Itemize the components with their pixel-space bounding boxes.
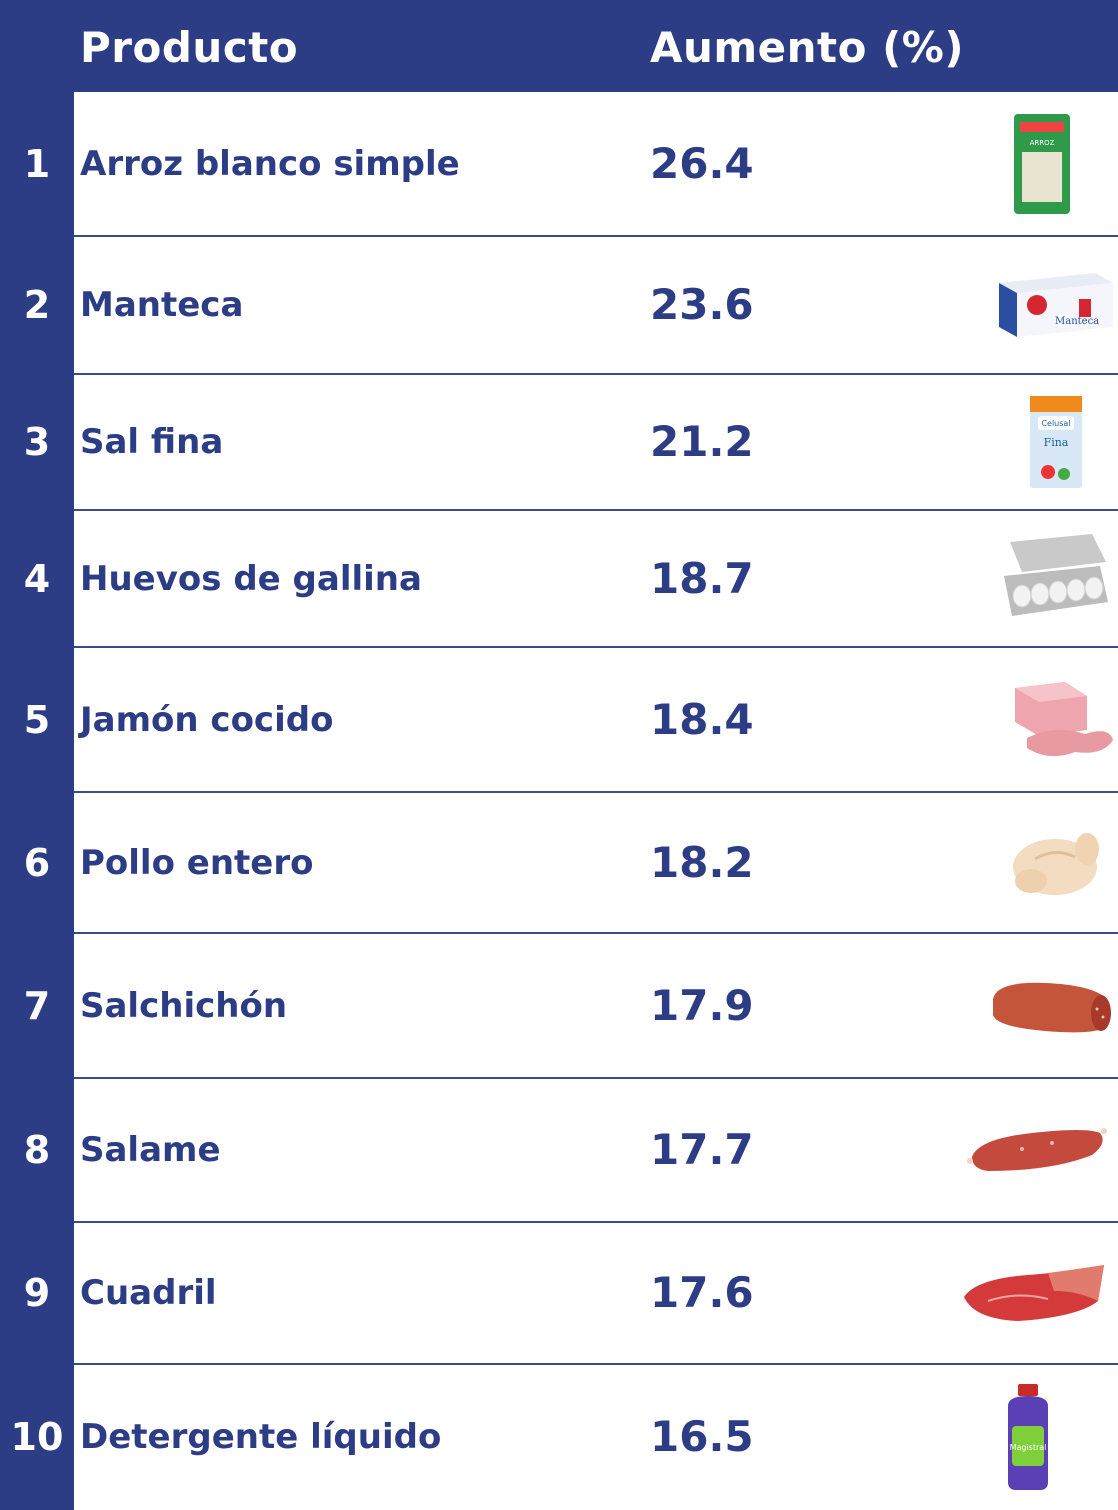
butter-box-icon: Manteca bbox=[995, 269, 1115, 345]
row-product-name: Jamón cocido bbox=[80, 699, 334, 740]
table-row: 2 Manteca 23.6 Manteca bbox=[0, 236, 1118, 375]
egg-carton-icon bbox=[1000, 532, 1110, 630]
row-separator bbox=[74, 932, 1118, 934]
row-increase-value: 18.7 bbox=[650, 553, 754, 603]
row-rank: 4 bbox=[23, 556, 51, 601]
rank-column-bar bbox=[0, 0, 74, 1510]
row-separator bbox=[74, 791, 1118, 793]
row-rank: 6 bbox=[23, 840, 51, 885]
row-increase-value: 21.2 bbox=[650, 417, 754, 466]
salchichon-icon bbox=[985, 975, 1115, 1041]
table-row: 10 Detergente líquido 16.5 Magistral bbox=[0, 1364, 1118, 1510]
row-product-name: Huevos de gallina bbox=[80, 558, 422, 599]
row-increase-value: 16.5 bbox=[650, 1412, 754, 1461]
row-product-name: Arroz blanco simple bbox=[80, 144, 460, 184]
row-separator bbox=[74, 509, 1118, 511]
table-row: 9 Cuadril 17.6 bbox=[0, 1222, 1118, 1365]
row-separator bbox=[74, 1077, 1118, 1079]
ham-icon bbox=[1005, 678, 1115, 766]
header-producto: Producto bbox=[80, 23, 299, 72]
row-product-name: Detergente líquido bbox=[80, 1417, 442, 1457]
beef-cut-icon bbox=[958, 1261, 1108, 1329]
row-increase-value: 17.9 bbox=[650, 980, 754, 1030]
row-separator bbox=[74, 646, 1118, 648]
table-row: 1 Arroz blanco simple 26.4 ARROZ bbox=[0, 92, 1118, 237]
row-product-name: Cuadril bbox=[80, 1273, 217, 1313]
row-separator bbox=[74, 235, 1118, 237]
row-increase-value: 23.6 bbox=[650, 280, 754, 329]
table-row: 3 Sal fina 21.2 Celusal Fina bbox=[0, 374, 1118, 511]
salami-icon bbox=[962, 1121, 1112, 1183]
salt-package-icon: Celusal Fina bbox=[1028, 394, 1084, 494]
header-aumento: Aumento (%) bbox=[650, 23, 965, 72]
table-row: 6 Pollo entero 18.2 bbox=[0, 792, 1118, 934]
rice-bag-icon: ARROZ bbox=[1010, 112, 1074, 220]
detergent-bottle-icon: Magistral bbox=[1000, 1382, 1058, 1496]
row-product-name: Salchichón bbox=[80, 985, 288, 1026]
row-product-name: Salame bbox=[80, 1130, 221, 1170]
svg-text:Magistral: Magistral bbox=[1010, 1443, 1047, 1452]
row-product-name: Pollo entero bbox=[80, 842, 314, 883]
row-increase-value: 17.7 bbox=[650, 1125, 754, 1174]
table-row: 7 Salchichón 17.9 bbox=[0, 933, 1118, 1079]
row-separator bbox=[74, 1363, 1118, 1365]
row-rank: 8 bbox=[23, 1128, 51, 1172]
table-header: Producto Aumento (%) bbox=[0, 0, 1118, 92]
table-row: 8 Salame 17.7 bbox=[0, 1078, 1118, 1223]
row-rank: 10 bbox=[10, 1415, 64, 1459]
row-rank: 7 bbox=[23, 983, 51, 1028]
row-increase-value: 18.4 bbox=[650, 694, 754, 744]
svg-text:Fina: Fina bbox=[1044, 436, 1069, 449]
row-product-name: Sal fina bbox=[80, 422, 224, 462]
whole-chicken-icon bbox=[1005, 825, 1105, 905]
svg-text:Manteca: Manteca bbox=[1055, 316, 1099, 327]
table-row: 5 Jamón cocido 18.4 bbox=[0, 647, 1118, 793]
row-separator bbox=[74, 373, 1118, 375]
row-rank: 2 bbox=[23, 283, 51, 327]
row-increase-value: 17.6 bbox=[650, 1268, 754, 1317]
row-increase-value: 26.4 bbox=[650, 139, 754, 188]
row-rank: 9 bbox=[23, 1271, 51, 1315]
row-rank: 5 bbox=[23, 697, 51, 742]
row-rank: 3 bbox=[23, 420, 51, 464]
row-separator bbox=[74, 1221, 1118, 1223]
table-row: 4 Huevos de gallina 18.7 bbox=[0, 510, 1118, 648]
row-rank: 1 bbox=[23, 142, 51, 186]
svg-text:Celusal: Celusal bbox=[1041, 419, 1070, 428]
svg-text:ARROZ: ARROZ bbox=[1030, 139, 1055, 147]
row-product-name: Manteca bbox=[80, 285, 244, 325]
row-increase-value: 18.2 bbox=[650, 837, 754, 887]
